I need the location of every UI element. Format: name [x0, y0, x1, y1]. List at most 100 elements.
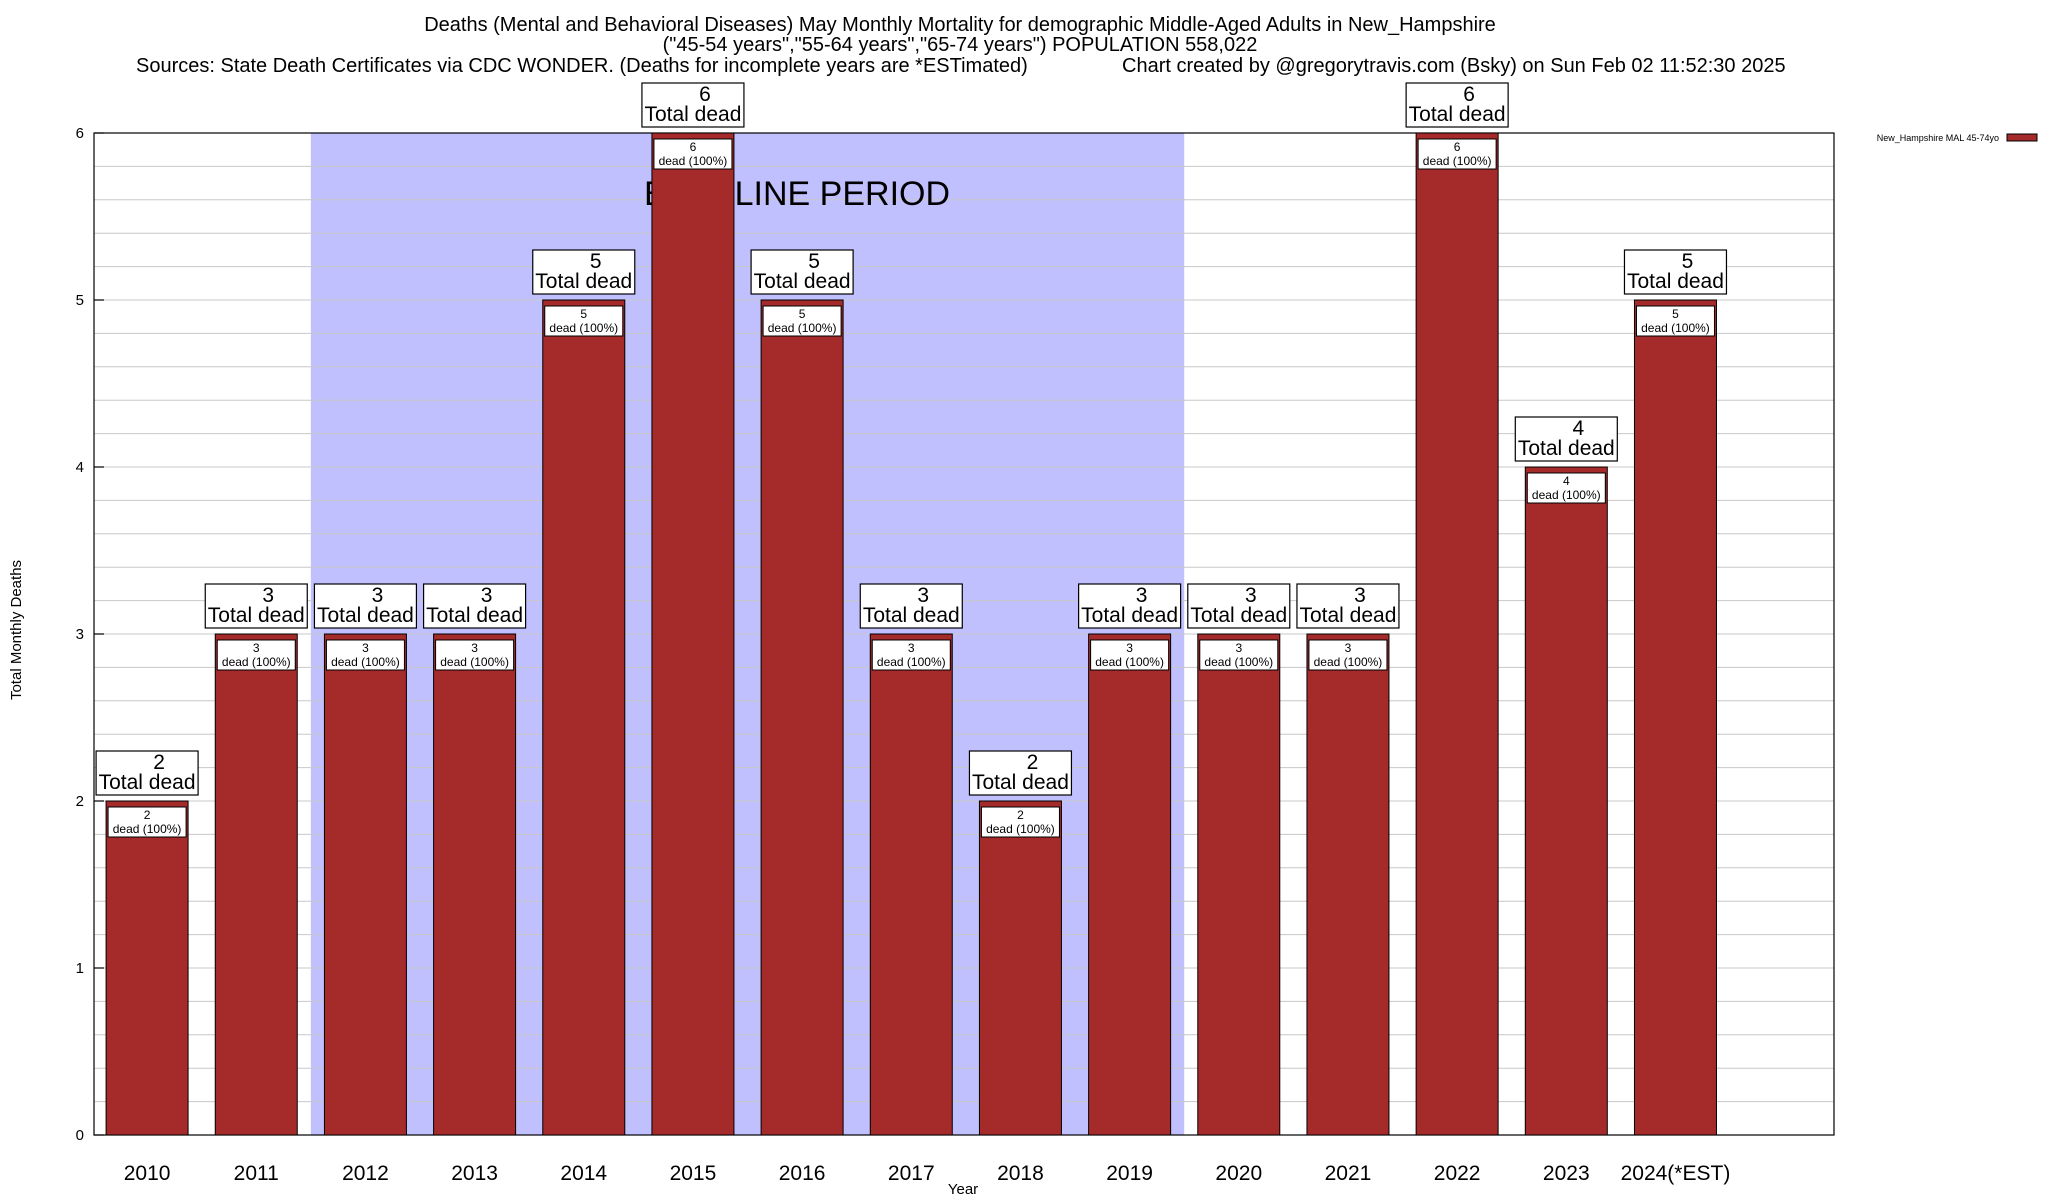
inner-label-text: dead (100%): [440, 655, 509, 669]
x-tick-label: 2018: [997, 1162, 1044, 1185]
total-label-text: Total dead: [972, 771, 1069, 794]
y-tick-label: 5: [76, 292, 84, 309]
title-line-2: ("45-54 years","55-64 years","65-74 year…: [663, 34, 1258, 56]
y-tick-label: 3: [76, 626, 84, 643]
x-tick-label: 2010: [124, 1162, 171, 1185]
inner-label-text: dead (100%): [113, 822, 182, 836]
x-tick-label: 2020: [1215, 1162, 1262, 1185]
bar: [978, 800, 1062, 1136]
x-tick-label: 2015: [670, 1162, 717, 1185]
bar: [433, 633, 517, 1136]
total-label-value: 5: [808, 250, 820, 273]
total-label-box: [422, 583, 527, 629]
bar: [323, 633, 407, 1136]
legend-swatch: [2006, 133, 2038, 142]
inner-label-value: 4: [1563, 474, 1570, 488]
total-label-box: [859, 583, 963, 629]
inner-label-value: 3: [362, 641, 369, 655]
total-label-box: [1187, 583, 1291, 629]
total-label-text: Total dead: [317, 604, 414, 627]
bar: [869, 633, 953, 1136]
y-tick-label: 4: [76, 459, 84, 476]
x-tick-label: 2022: [1434, 1162, 1481, 1185]
bar: [1088, 633, 1172, 1136]
total-label-value: 2: [1027, 751, 1039, 774]
bar: [214, 633, 298, 1136]
x-tick-label: 2014: [560, 1162, 607, 1185]
total-label-box: [968, 750, 1073, 796]
x-axis-label: Year: [948, 1181, 978, 1198]
chart-title: Deaths (Mental and Behavioral Diseases) …: [136, 14, 1786, 77]
total-label-text: Total dead: [644, 103, 741, 126]
bar: [1306, 633, 1390, 1136]
y-tick-label: 0: [76, 1127, 84, 1144]
inner-label-box: [762, 305, 842, 337]
total-label-value: 3: [372, 584, 384, 607]
total-label-text: Total dead: [1299, 604, 1396, 627]
inner-label-text: dead (100%): [1095, 655, 1164, 669]
inner-label-text: dead (100%): [1641, 321, 1710, 335]
y-tick-label: 2: [76, 793, 84, 810]
x-tick-label: 2023: [1543, 1162, 1590, 1185]
total-label-box: [532, 249, 636, 295]
inner-label-value: 3: [253, 641, 260, 655]
inner-label-box: [1526, 472, 1606, 504]
total-label-box: [1623, 249, 1728, 295]
inner-label-value: 5: [1672, 307, 1679, 321]
inner-label-text: dead (100%): [222, 655, 291, 669]
inner-label-text: dead (100%): [877, 655, 946, 669]
inner-label-box: [653, 138, 733, 170]
title-line-4-credit: Chart created by @gregorytravis.com (Bsk…: [1122, 55, 1786, 77]
inner-label-text: dead (100%): [1204, 655, 1273, 669]
inner-label-value: 3: [1235, 641, 1242, 655]
total-label-box: [1078, 583, 1182, 629]
total-label-text: Total dead: [1518, 437, 1615, 460]
inner-label-value: 6: [1454, 140, 1461, 154]
title-line-3-sources: Sources: State Death Certificates via CD…: [136, 55, 1028, 77]
bar: [760, 299, 844, 1136]
total-label-value: 5: [590, 250, 602, 273]
total-label-box: [1514, 416, 1618, 462]
total-label-value: 5: [1682, 250, 1694, 273]
legend-label: New_Hampshire MAL 45-74yo: [1877, 133, 1999, 143]
x-tick-label: 2016: [779, 1162, 826, 1185]
bar: [651, 132, 735, 1136]
bar: [105, 800, 189, 1136]
total-label-box: [750, 249, 854, 295]
total-label-value: 3: [1136, 584, 1148, 607]
inner-label-text: dead (100%): [659, 154, 728, 168]
x-tick-label: 2017: [888, 1162, 935, 1185]
total-label-value: 3: [1245, 584, 1257, 607]
total-label-value: 6: [1463, 83, 1475, 106]
total-label-value: 3: [1354, 584, 1366, 607]
bar: [1197, 633, 1281, 1136]
inner-label-box: [107, 806, 187, 838]
inner-label-box: [980, 806, 1060, 838]
bar: [1415, 132, 1499, 1136]
total-label-value: 4: [1572, 417, 1584, 440]
bars: [105, 132, 1717, 1136]
legend: New_Hampshire MAL 45-74yo: [1877, 133, 2038, 143]
inner-label-text: dead (100%): [549, 321, 618, 335]
total-label-text: Total dead: [426, 604, 523, 627]
total-label-text: Total dead: [535, 270, 632, 293]
y-tick-label: 1: [76, 960, 84, 977]
total-label-box: [1296, 583, 1400, 629]
total-label-value: 3: [481, 584, 493, 607]
total-label-text: Total dead: [1409, 103, 1506, 126]
inner-label-text: dead (100%): [1314, 655, 1383, 669]
inner-label-text: dead (100%): [1423, 154, 1492, 168]
inner-label-box: [1635, 305, 1715, 337]
inner-label-box: [1090, 639, 1170, 671]
total-label-value: 3: [262, 584, 274, 607]
x-tick-label: 2019: [1106, 1162, 1153, 1185]
inner-label-box: [1199, 639, 1279, 671]
inner-label-box: [216, 639, 296, 671]
total-label-box: [313, 583, 418, 629]
total-label-text: Total dead: [1190, 604, 1287, 627]
total-label-text: Total dead: [1081, 604, 1178, 627]
total-label-text: Total dead: [754, 270, 851, 293]
total-label-value: 2: [153, 751, 165, 774]
